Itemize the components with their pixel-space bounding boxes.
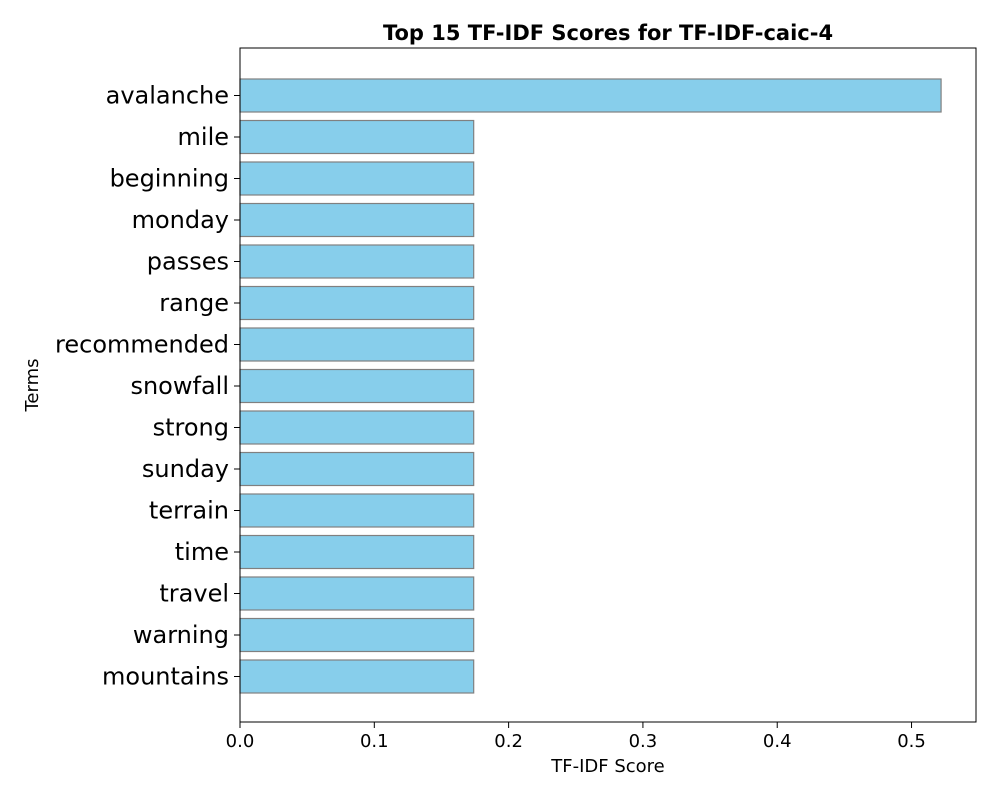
bar bbox=[239, 244, 475, 279]
y-tick-label: beginning bbox=[110, 165, 229, 193]
bar bbox=[239, 161, 475, 196]
x-tick-label: 0.3 bbox=[629, 731, 658, 752]
x-tick-label: 0.4 bbox=[763, 731, 792, 752]
y-tick-label: travel bbox=[159, 580, 229, 608]
y-tick-label: terrain bbox=[149, 497, 229, 525]
bar bbox=[239, 285, 475, 321]
y-tick-label: mile bbox=[178, 123, 229, 151]
x-axis-label: TF-IDF Score bbox=[550, 756, 665, 777]
bar bbox=[239, 368, 475, 404]
bar bbox=[239, 493, 475, 528]
bars-layer bbox=[239, 78, 942, 694]
y-tick-label: mountains bbox=[102, 663, 229, 691]
bar bbox=[239, 534, 475, 570]
x-axis: 0.0 0.1 0.2 0.3 0.4 0.5 bbox=[226, 722, 926, 752]
y-axis: avalanche mile beginning monday passes range r… bbox=[55, 82, 240, 691]
y-tick-label: passes bbox=[147, 248, 229, 276]
bar bbox=[239, 576, 475, 611]
y-tick-label: range bbox=[159, 289, 229, 317]
bar bbox=[239, 410, 475, 445]
bar bbox=[239, 451, 475, 487]
x-tick-label: 0.2 bbox=[494, 731, 523, 752]
y-tick-label: snowfall bbox=[130, 372, 229, 400]
y-tick-label: monday bbox=[132, 206, 229, 234]
y-tick-label: avalanche bbox=[106, 82, 229, 110]
bar bbox=[239, 119, 475, 155]
y-tick-label: time bbox=[175, 538, 229, 566]
bar bbox=[239, 78, 942, 113]
y-tick-label: warning bbox=[133, 621, 229, 649]
chart-title: Top 15 TF-IDF Scores for TF-IDF-caic-4 bbox=[383, 21, 833, 45]
y-tick-label: recommended bbox=[55, 331, 229, 359]
x-tick-label: 0.5 bbox=[897, 731, 926, 752]
y-axis-label: Terms bbox=[22, 358, 43, 412]
y-tick-label: strong bbox=[153, 414, 229, 442]
bar bbox=[239, 659, 475, 694]
plot-frame bbox=[239, 47, 977, 723]
y-tick-label: sunday bbox=[142, 455, 229, 483]
bar bbox=[239, 202, 475, 238]
bar bbox=[239, 617, 475, 653]
bar bbox=[239, 327, 475, 362]
x-tick-label: 0.1 bbox=[360, 731, 389, 752]
x-tick-label: 0.0 bbox=[226, 731, 255, 752]
